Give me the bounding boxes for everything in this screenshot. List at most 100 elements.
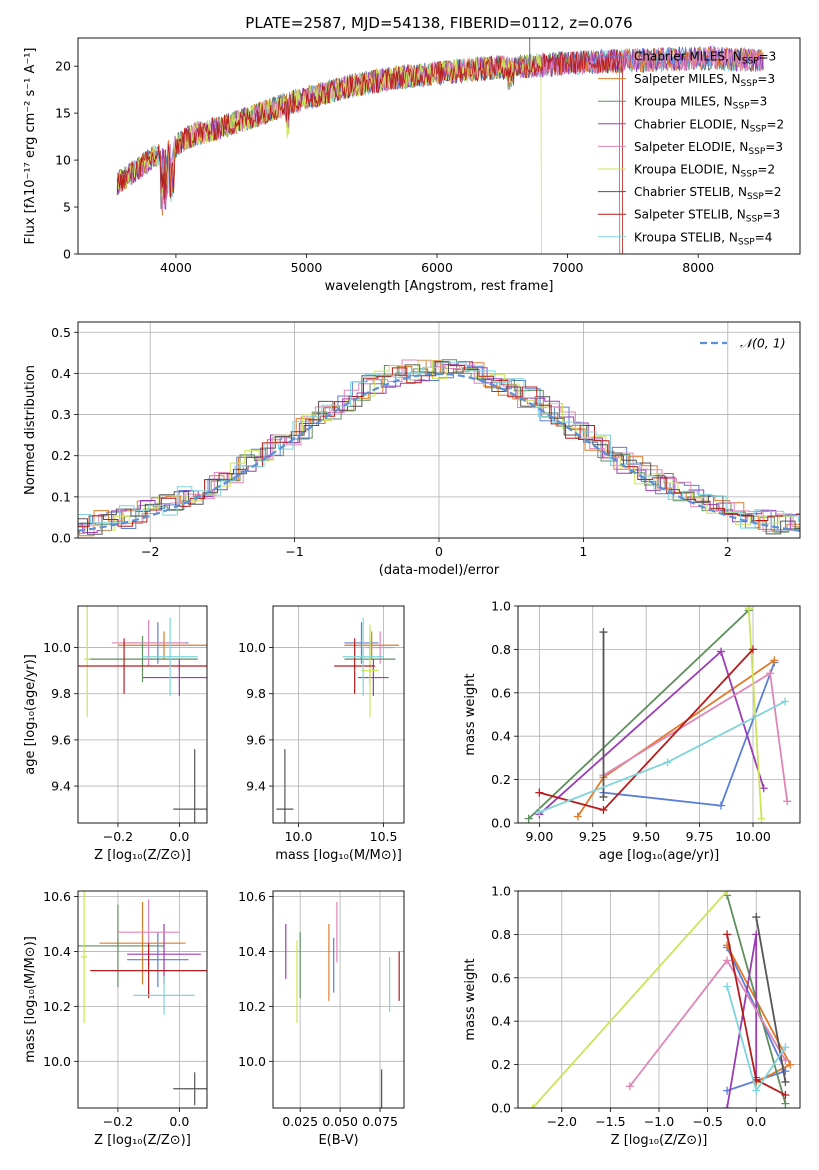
legend-suffix: =3 bbox=[763, 208, 781, 222]
weight-marker bbox=[599, 805, 608, 814]
y-tick-label: 0.0 bbox=[491, 1101, 511, 1116]
x-axis-label: age [log₁₀(age/yr)] bbox=[599, 848, 720, 863]
legend-entry: 𝒩(0, 1) bbox=[740, 336, 786, 351]
errorbar-point bbox=[173, 1072, 207, 1106]
weight-marker bbox=[752, 1086, 761, 1095]
panel-weight_vs_age: 9.00 9.25 9.50 9.75 10.00 0.0 0.2 0.4 0.6 0.8 1.0 a… bbox=[463, 599, 801, 863]
weight-marker bbox=[723, 891, 732, 895]
panel-residuals: −2 −1 0 1 2 0.0 0.1 0.2 0.3 0.4 0.5 (data-model)/er… bbox=[23, 321, 801, 578]
y-tick-label: 10.0 bbox=[238, 640, 266, 655]
x-tick-label: 6000 bbox=[421, 260, 453, 275]
y-tick-label: 10.0 bbox=[43, 1054, 71, 1069]
x-axis-label: Z [log₁₀(Z/Z⊙)] bbox=[94, 1133, 191, 1148]
weight-marker bbox=[599, 792, 608, 801]
y-tick-label: 5 bbox=[63, 200, 71, 215]
weight-line bbox=[755, 916, 787, 1083]
spectrum-series-group bbox=[116, 38, 764, 254]
weight-marker bbox=[781, 697, 790, 706]
y-tick-label: 10.0 bbox=[238, 1054, 266, 1069]
errorbar-point bbox=[127, 932, 189, 988]
y-tick-label: 10.4 bbox=[238, 944, 266, 959]
y-tick-label: 0.8 bbox=[491, 927, 511, 942]
y-tick-label: 10.0 bbox=[43, 640, 71, 655]
spectrum-series-line bbox=[116, 49, 623, 254]
legend-entry: Chabrier ELODIE, NSSP=2 bbox=[634, 117, 784, 134]
weight-line bbox=[528, 609, 750, 820]
y-tick-label: 10 bbox=[55, 153, 71, 168]
weight-marker bbox=[749, 645, 757, 654]
x-tick-label: 0.050 bbox=[322, 1114, 358, 1129]
weight-marker bbox=[759, 784, 768, 793]
x-tick-label: 0.075 bbox=[362, 1114, 398, 1129]
axes-frame bbox=[272, 605, 405, 824]
errorbar-group bbox=[285, 901, 400, 1108]
legend-suffix: =3 bbox=[757, 72, 775, 86]
legend-suffix: =3 bbox=[750, 95, 768, 109]
legend-entry: Kroupa ELODIE, NSSP=2 bbox=[634, 163, 775, 180]
errorbar-point bbox=[173, 749, 207, 823]
x-tick-label: 0.0 bbox=[169, 829, 189, 844]
legend-entry: Kroupa STELIB, NSSP=4 bbox=[634, 230, 772, 247]
legend-name: Chabrier STELIB, N bbox=[634, 185, 747, 199]
y-tick-label: 10.4 bbox=[43, 944, 71, 959]
errorbar-group bbox=[78, 606, 207, 823]
x-tick-label: −1.5 bbox=[595, 1114, 625, 1129]
x-tick-label: 9.50 bbox=[632, 829, 660, 844]
x-tick-label: 0 bbox=[435, 544, 443, 559]
legend-name: Salpeter ELODIE, N bbox=[634, 140, 748, 154]
weight-marker bbox=[781, 1090, 790, 1099]
x-tick-label: 8000 bbox=[682, 260, 714, 275]
errorbar-point bbox=[90, 943, 207, 999]
errorbar-point bbox=[366, 631, 394, 664]
weight-marker bbox=[766, 669, 775, 678]
y-tick-label: 0.6 bbox=[491, 970, 511, 985]
y-tick-label: 9.8 bbox=[51, 686, 71, 701]
x-axis-label: mass [log₁₀(M/M⊙)] bbox=[275, 848, 402, 863]
axes-frame bbox=[77, 890, 208, 1109]
legend-name: Kroupa STELIB, N bbox=[634, 230, 738, 244]
x-tick-label: 0.025 bbox=[282, 1114, 318, 1129]
y-tick-label: 0.0 bbox=[51, 531, 71, 546]
x-tick-label: −0.5 bbox=[692, 1114, 722, 1129]
weight-line bbox=[538, 649, 765, 815]
errorbar-point bbox=[142, 617, 198, 697]
y-axis-label: mass [log₁₀(M/M⊙)] bbox=[23, 936, 38, 1063]
weight-marker bbox=[757, 814, 766, 823]
legend-name: Salpeter STELIB, N bbox=[634, 208, 746, 222]
x-tick-label: −0.2 bbox=[103, 829, 133, 844]
y-tick-label: 10.2 bbox=[238, 999, 266, 1014]
legend-subscript: SSP bbox=[733, 102, 750, 112]
y-tick-label: 0.1 bbox=[51, 489, 71, 504]
weight-marker bbox=[723, 982, 732, 991]
errorbar-point bbox=[344, 622, 379, 664]
y-axis-label: age [log₁₀(age/yr)] bbox=[23, 654, 38, 775]
weight-line bbox=[531, 891, 728, 1108]
y-tick-label: 0.2 bbox=[491, 1057, 511, 1072]
x-tick-label: 9.25 bbox=[579, 829, 607, 844]
x-tick-label: 9.00 bbox=[525, 829, 553, 844]
x-tick-label: −1.0 bbox=[644, 1114, 674, 1129]
legend-name: Kroupa MILES, N bbox=[634, 95, 733, 109]
x-tick-label: −2.0 bbox=[547, 1114, 577, 1129]
histogram-step bbox=[78, 361, 800, 535]
panel-weight_vs_Z: −2.0 −1.5 −1.0 −0.5 0.0 0.0 0.2 0.4 0.6 0.8 1.0 Z [… bbox=[463, 884, 801, 1148]
weight-marker bbox=[524, 814, 533, 823]
legend-entry: Chabrier STELIB, NSSP=2 bbox=[634, 185, 782, 202]
axes-frame bbox=[517, 605, 801, 824]
y-tick-label: 0.3 bbox=[51, 407, 71, 422]
legend-entry: Chabrier MILES, NSSP=3 bbox=[634, 50, 776, 67]
y-tick-label: 0.2 bbox=[51, 448, 71, 463]
axes-frame bbox=[77, 605, 208, 824]
weight-marker bbox=[723, 956, 732, 965]
x-tick-label: 10.0 bbox=[285, 829, 313, 844]
errorbar-point bbox=[361, 624, 379, 717]
errorbar-point bbox=[99, 901, 186, 985]
y-tick-label: 0 bbox=[63, 247, 71, 262]
histogram-step bbox=[78, 361, 800, 528]
x-tick-label: 0.0 bbox=[746, 1114, 766, 1129]
weight-marker bbox=[783, 797, 792, 806]
legend-suffix: =2 bbox=[766, 117, 784, 131]
x-axis-label: Z [log₁₀(Z/Z⊙)] bbox=[611, 1133, 708, 1148]
y-tick-label: 0.5 bbox=[51, 325, 71, 340]
x-tick-label: 4000 bbox=[160, 260, 192, 275]
